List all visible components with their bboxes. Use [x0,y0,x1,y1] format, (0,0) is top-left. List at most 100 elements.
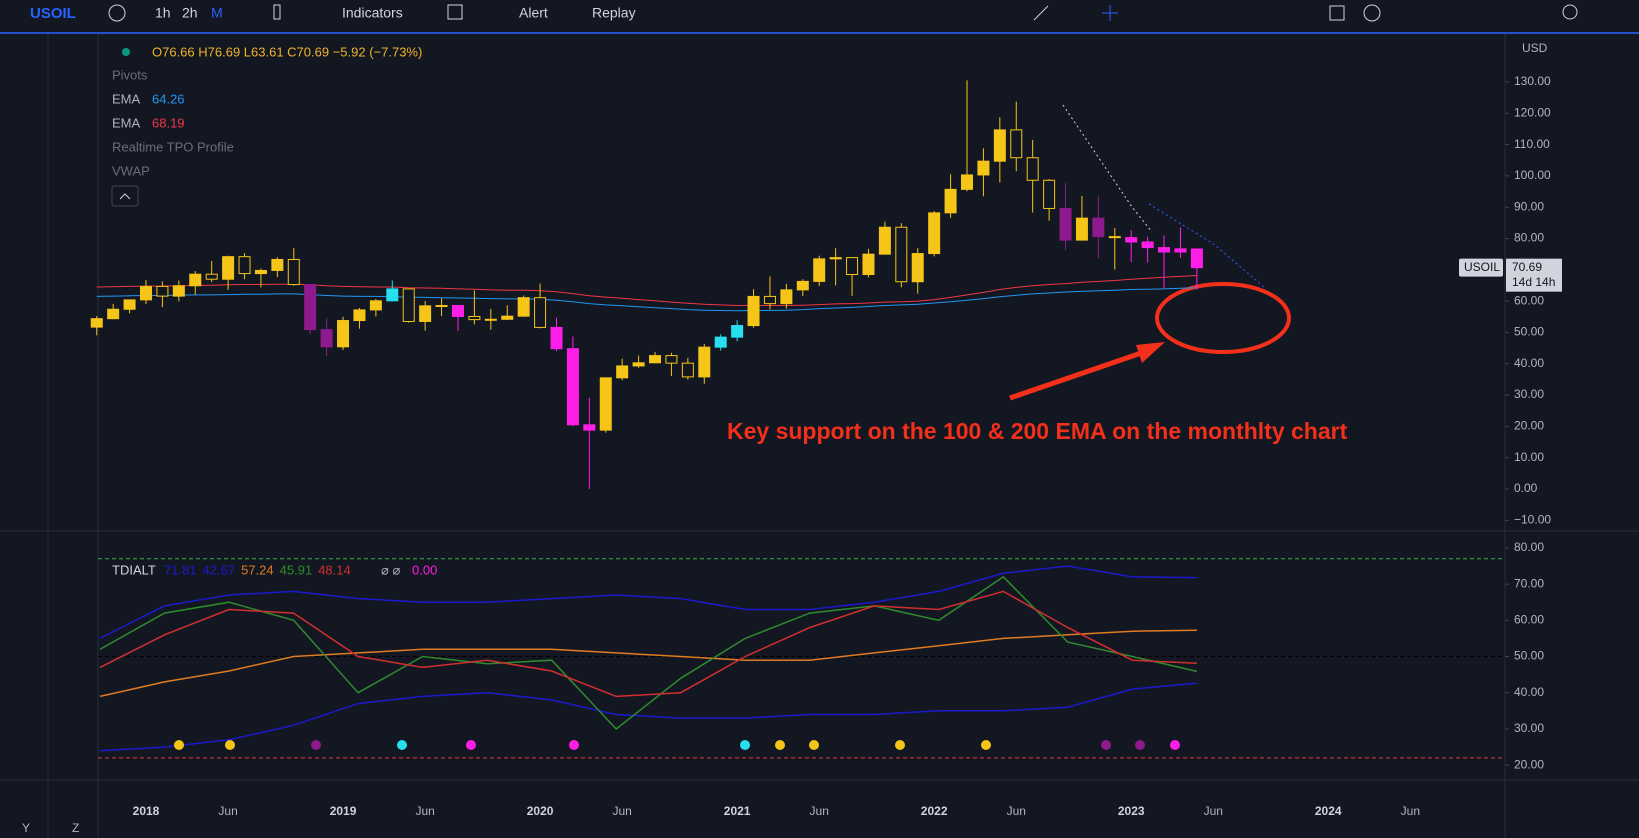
highlight-ellipse [1155,282,1291,354]
tdi-value: 71.81 [164,562,197,577]
time-label: 2023 [1118,804,1145,818]
y-tick-label: 100.00 [1514,168,1551,182]
trend-tool[interactable] [1033,5,1049,21]
y-tick-label: 20.00 [1514,419,1544,433]
candle-body [419,305,432,322]
signal-dot [1135,740,1145,750]
interval[interactable]: M [211,5,223,21]
candle-body [107,308,120,320]
candle-body [1010,129,1023,159]
signal-dot [311,740,321,750]
signal-dot [740,740,750,750]
candle-body [534,297,547,328]
candle-body [205,273,218,280]
rect-tool[interactable] [1329,5,1345,21]
currency[interactable]: USD [1522,41,1548,55]
y-tick-label: 60.00 [1514,293,1544,307]
circle-tool[interactable] [1363,4,1381,22]
candle-body [501,315,514,320]
candle-body [271,258,284,271]
candle-body [928,212,941,255]
signal-dot [895,740,905,750]
study-name: EMA [112,91,141,106]
axis-mode[interactable]: Y [22,821,30,835]
crosshair-tool[interactable] [1102,5,1118,21]
candle-body [1125,237,1138,243]
candle-body [369,300,382,311]
candle-body [665,355,678,364]
y-tick-label: 50.00 [1514,649,1544,663]
candle-body [402,288,415,322]
time-label: Jun [810,804,829,818]
candle-body [1026,157,1039,181]
tdi-extra: ⌀ ⌀ [381,562,400,577]
add-symbol[interactable] [108,4,126,22]
candle-body [1108,236,1121,239]
time-label: Jun [218,804,237,818]
y-tick-label: −10.00 [1514,512,1551,526]
drawing-tools[interactable] [1033,4,1578,22]
collapse-icon [119,193,131,200]
y-tick-label: 0.00 [1514,481,1538,495]
toolbar [0,0,1639,32]
candle-body [649,355,662,364]
alert-button[interactable]: Alert [519,5,548,21]
signal-dot [397,740,407,750]
study-name: Pivots [112,67,148,82]
chart-type[interactable] [273,4,281,20]
candle-body [238,256,251,275]
time-label: Jun [1204,804,1223,818]
candle-body [796,280,809,291]
study-name: VWAP [112,163,150,178]
signal-dot [1170,740,1180,750]
candle-body [1174,248,1187,253]
study-name: Realtime TPO Profile [112,139,234,154]
candle-body [189,273,202,287]
y-tick-label: 40.00 [1514,356,1544,370]
candle-body [961,174,973,190]
y-tick-label: 10.00 [1514,450,1544,464]
templates[interactable] [447,4,463,20]
trend-line [1062,104,1153,233]
time-label: Jun [1007,804,1026,818]
time-label: Jun [613,804,632,818]
interval[interactable]: 2h [182,5,198,21]
signal-dot [569,740,579,750]
candle-body [287,258,300,286]
symbol-tag: USOIL [1464,260,1500,274]
candle-body [911,253,924,283]
candle-body [1158,247,1171,253]
interval[interactable]: 1h [155,5,171,21]
candle-body [1075,217,1088,241]
price-tag: 70.69 [1512,260,1542,274]
candle-body [1190,248,1203,269]
signal-dot [809,740,819,750]
indicators-button[interactable]: Indicators [342,5,403,21]
candle-body [468,315,481,321]
signal-dot [174,740,184,750]
tdi-value: 45.91 [280,562,313,577]
tdi-value: 48.14 [318,562,351,577]
candle-body [944,188,957,214]
time-label: 2018 [133,804,160,818]
y-tick-label: 30.00 [1514,387,1544,401]
search[interactable] [1562,4,1578,20]
candle-body [731,325,744,338]
y-tick-label: 70.00 [1514,576,1544,590]
study-value: 64.26 [152,91,185,106]
signal-dot [775,740,785,750]
y-tick-label: 20.00 [1514,757,1544,771]
candle-body [878,226,891,255]
candle-body [616,365,629,379]
symbol[interactable]: USOIL [30,5,76,22]
candle-body [895,226,908,283]
trend-line [1148,203,1266,289]
candle-body [386,288,399,302]
replay-button[interactable]: Replay [592,5,636,21]
tdi-signal: 0.00 [412,562,437,577]
y-tick-label: 50.00 [1514,325,1544,339]
axis-mode[interactable]: Z [72,821,79,835]
collapse-legend[interactable] [111,185,139,207]
tdi-line [99,590,1197,698]
candle-body [780,289,793,305]
